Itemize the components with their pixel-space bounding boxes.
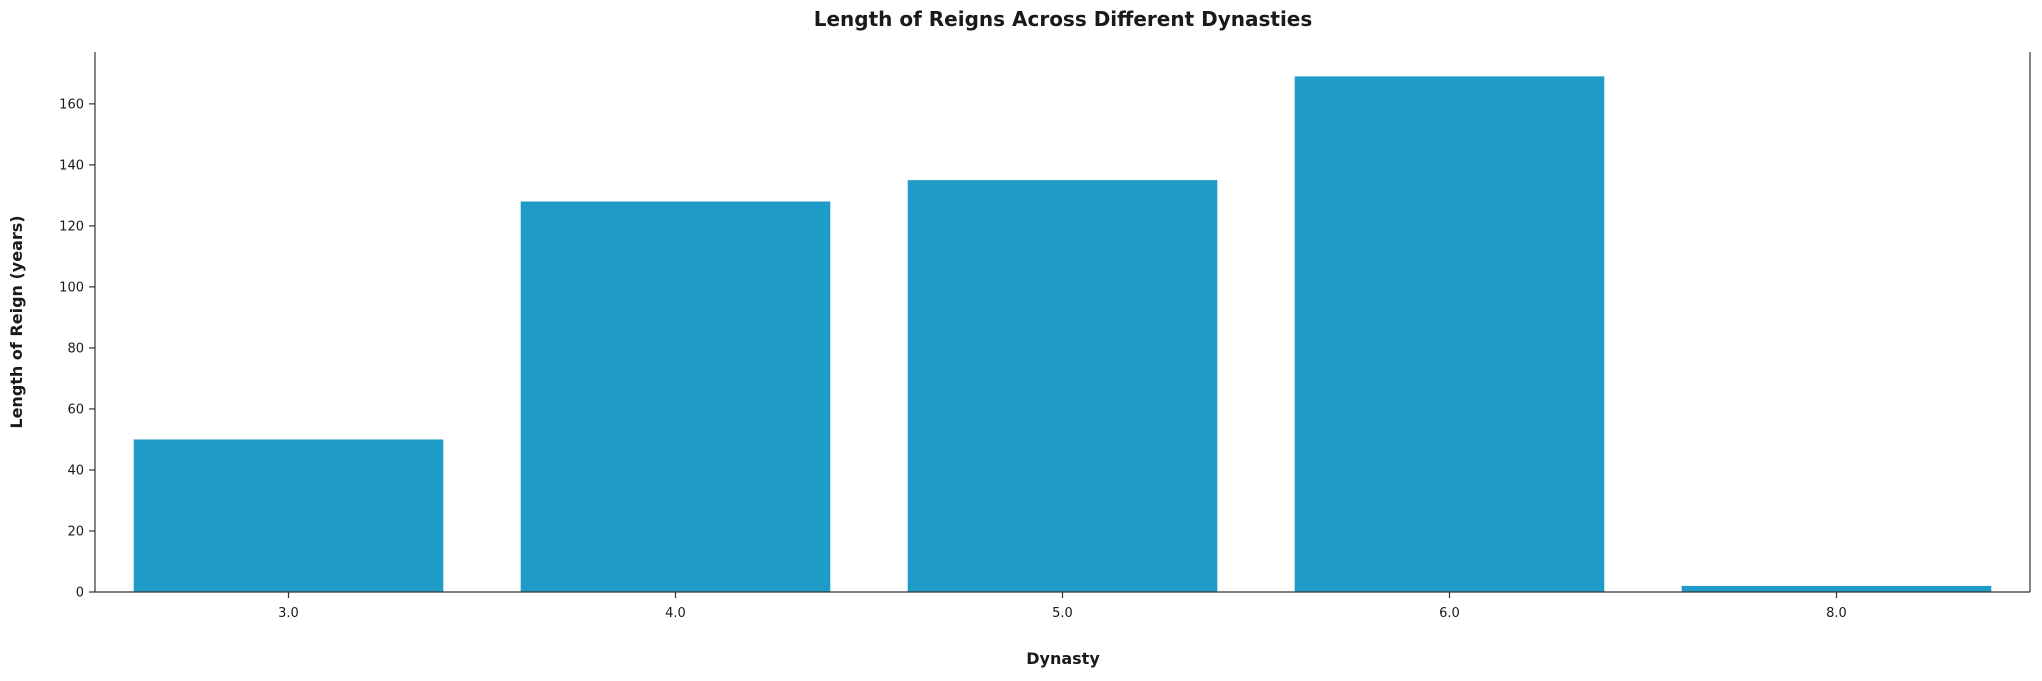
y-axis-label: Length of Reign (years) <box>7 215 26 428</box>
bar-8.0 <box>1681 585 1992 592</box>
chart-title: Length of Reigns Across Different Dynast… <box>814 7 1313 31</box>
y-tick-label: 80 <box>67 341 84 356</box>
y-tick-label: 120 <box>59 219 84 234</box>
y-axis-ticks: 0 20 40 60 80 100 120 140 160 <box>59 97 95 601</box>
bars-layer <box>133 76 1992 593</box>
x-tick-label: 5.0 <box>1052 606 1073 621</box>
y-tick-label: 0 <box>76 586 84 601</box>
x-tick-label: 4.0 <box>665 606 686 621</box>
x-tick-label: 8.0 <box>1826 606 1847 621</box>
bar-5.0 <box>907 180 1218 592</box>
bar-4.0 <box>520 201 831 593</box>
y-tick-label: 40 <box>67 463 84 478</box>
y-tick-label: 160 <box>59 97 84 112</box>
y-tick-label: 20 <box>67 524 84 539</box>
bar-3.0 <box>133 439 444 592</box>
y-tick-label: 140 <box>59 158 84 173</box>
x-tick-label: 3.0 <box>278 606 299 621</box>
y-tick-label: 60 <box>67 402 84 417</box>
x-axis-ticks: 3.0 4.0 5.0 6.0 8.0 <box>278 592 1847 621</box>
y-tick-label: 100 <box>59 280 84 295</box>
x-tick-label: 6.0 <box>1439 606 1460 621</box>
bar-6.0 <box>1294 76 1605 592</box>
x-axis-label: Dynasty <box>1026 649 1100 668</box>
